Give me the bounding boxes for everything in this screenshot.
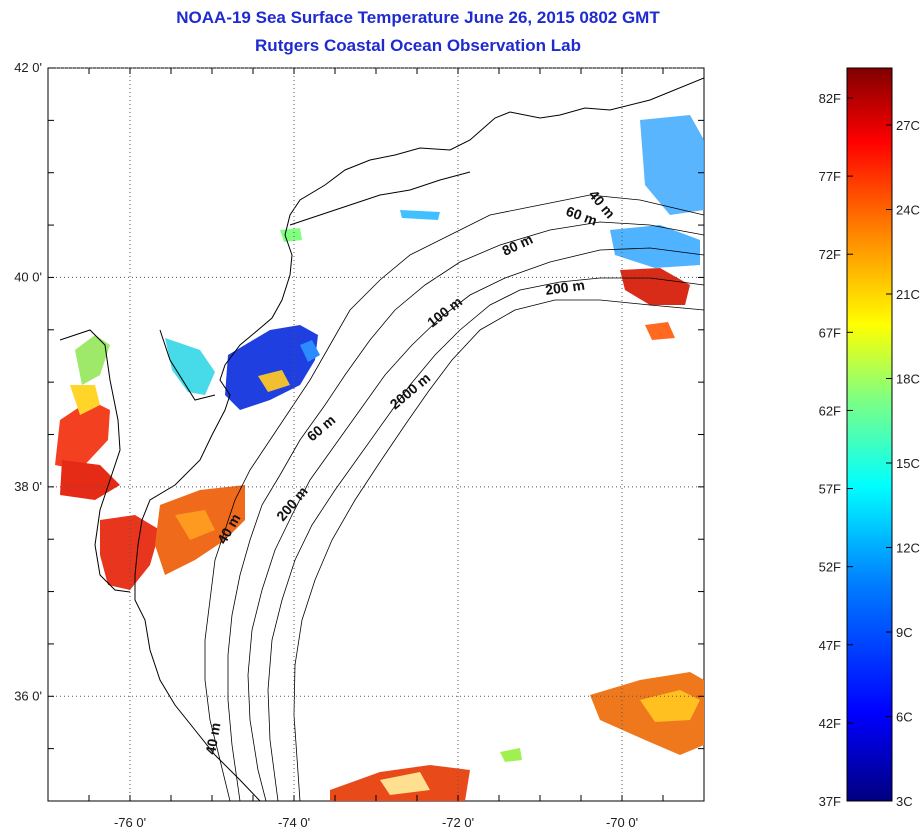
colorbar-f-label: 57F (819, 482, 841, 497)
colorbar-f-label: 42F (819, 716, 841, 731)
colorbar-c-label: 18C (896, 372, 920, 387)
colorbar-f-label: 72F (819, 247, 841, 262)
colorbar-c-label: 3C (896, 794, 913, 809)
colorbar-f-label: 77F (819, 169, 841, 184)
colorbar-f-label: 52F (819, 560, 841, 575)
contour-label-200m-ne: 200 m (544, 277, 586, 298)
map-title: NOAA-19 Sea Surface Temperature June 26,… (176, 8, 660, 27)
lon-tick-label: -72 0' (442, 815, 474, 830)
colorbar-c-label: 15C (896, 456, 920, 471)
colorbar-c-label: 6C (896, 710, 913, 725)
lon-tick-label: -76 0' (114, 815, 146, 830)
map-frame (47, 67, 705, 802)
colorbar-c-label: 27C (896, 118, 920, 133)
sst-patches (55, 115, 704, 801)
lat-tick-label: 42 0' (14, 60, 42, 75)
contour-label-40m-south: 40 m (202, 721, 223, 755)
lon-tick-label: -70 0' (606, 815, 638, 830)
coastline (134, 77, 704, 801)
colorbar (846, 67, 893, 802)
lon-tick-label: -74 0' (278, 815, 310, 830)
colorbar-f-label: 82F (819, 91, 841, 106)
colorbar-ticks: 82F 77F 72F 67F 62F 57F 52F 47F 42F 37F 27C 24C 21C 1… (819, 91, 920, 809)
axis-ticks: -76 0' -74 0' -72 0' -70 0' 42 0' 40 0' 38 0' 3… (14, 60, 705, 830)
bathymetry-contours (204, 194, 704, 801)
colorbar-c-label: 9C (896, 625, 913, 640)
colorbar-f-label: 62F (819, 403, 841, 418)
colorbar-f-label: 67F (819, 325, 841, 340)
lat-tick-label: 40 0' (14, 269, 42, 284)
colorbar-c-label: 12C (896, 541, 920, 556)
lat-tick-label: 36 0' (14, 688, 42, 703)
colorbar-c-label: 24C (896, 203, 920, 218)
map-subtitle: Rutgers Coastal Ocean Observation Lab (255, 36, 581, 55)
colorbar-c-label: 21C (896, 287, 920, 302)
lat-tick-label: 38 0' (14, 479, 42, 494)
colorbar-f-label: 47F (819, 638, 841, 653)
colorbar-f-label: 37F (819, 794, 841, 809)
